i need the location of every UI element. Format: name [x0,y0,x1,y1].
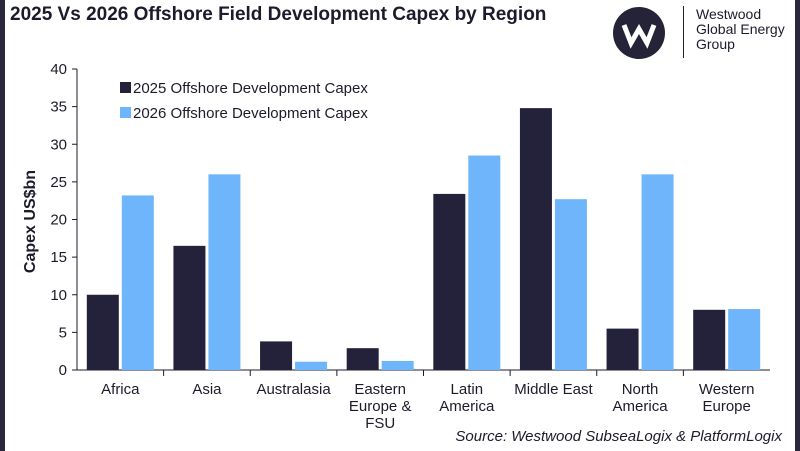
bar-2025 [260,341,293,370]
bar-2025 [519,108,552,370]
x-tick-label: Eastern Europe & FSU [349,381,412,432]
x-tick-label-line: FSU [365,415,395,432]
y-tick-label: 0 [59,362,67,379]
y-tick-label: 15 [50,249,67,266]
x-tick-label-line: Middle East [514,381,593,398]
bar-2025 [693,309,726,370]
westwood-logo: Westwood Global Energy Group [613,4,793,60]
x-tick-label: Australasia [256,381,331,398]
right-border [795,0,800,451]
legend-label: 2025 Offshore Development Capex [133,80,368,97]
bar-2026 [468,155,501,370]
x-tick-label: Middle East [514,381,593,398]
x-tick-label-line: Asia [192,381,222,398]
y-tick-label: 25 [50,174,67,191]
bar-2026 [121,195,154,370]
x-tick-label-line: America [439,398,495,415]
logo-text: Westwood Global Energy Group [696,7,791,52]
x-tick-label-line: Europe & [349,398,412,415]
legend-swatch [120,107,131,118]
bar-2025 [173,245,206,370]
x-tick-label-line: North [622,381,659,398]
bar-2026 [728,309,761,370]
x-tick-label-line: Africa [101,381,140,398]
x-tick-label-line: America [613,398,669,415]
x-tick-label-line: Europe [703,398,751,415]
x-tick-label-line: Western [699,381,755,398]
y-tick-label: 10 [50,287,67,304]
bar-2025 [606,328,639,370]
x-tick-label-line: Eastern [354,381,406,398]
legend-label: 2026 Offshore Development Capex [133,105,368,122]
chart-title: 2025 Vs 2026 Offshore Field Development … [10,4,547,25]
bar-2026 [295,361,328,370]
bar-2026 [381,360,414,370]
bar-2026 [208,174,241,370]
logo-divider [683,6,684,58]
y-tick-label: 35 [50,99,67,116]
westwood-w-logo-icon [613,7,665,59]
x-tick-label: Western Europe [699,381,755,415]
left-border [0,0,5,451]
bar-2026 [641,174,674,370]
y-axis-title: Capex US$bn [22,170,39,273]
bar-2026 [554,199,587,370]
x-tick-label-line: Latin [451,381,484,398]
logo-line-1: Westwood [696,6,762,22]
x-tick-label: North America [613,381,669,415]
x-tick-label-line: Australasia [256,381,331,398]
y-tick-label: 40 [50,61,67,78]
logo-line-3: Group [696,36,735,52]
source-note: Source: Westwood SubseaLogix & PlatformL… [455,428,782,445]
y-tick-label: 5 [59,324,67,341]
bar-2025 [433,193,466,370]
logo-line-2: Global Energy [696,21,785,37]
y-tick-label: 20 [50,212,67,229]
legend-swatch [120,82,131,93]
x-tick-label: Africa [101,381,140,398]
y-tick-label: 30 [50,136,67,153]
bar-2025 [86,294,119,370]
bar-2025 [346,348,379,370]
x-tick-label: Latin America [439,381,495,415]
x-tick-label: Asia [192,381,222,398]
